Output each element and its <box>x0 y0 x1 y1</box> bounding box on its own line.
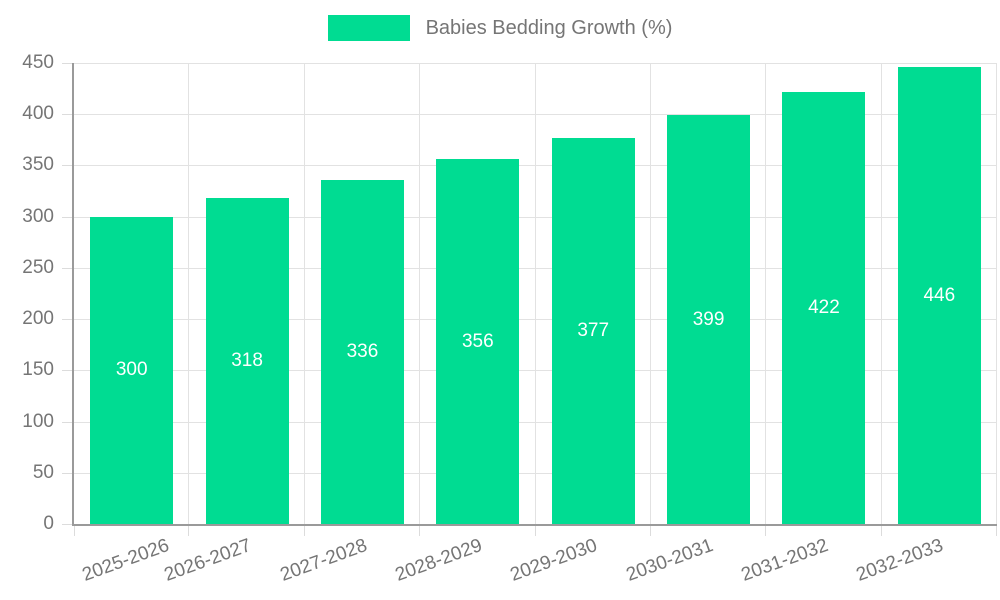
x-axis-tick <box>765 526 766 536</box>
bar-2028-2029[interactable]: 356 <box>436 159 520 524</box>
y-axis-tick <box>62 524 72 525</box>
x-axis-tick <box>74 526 75 536</box>
y-tick-label: 350 <box>22 154 54 175</box>
bar-2025-2026[interactable]: 300 <box>90 216 174 524</box>
plot-area: 300 318 336 356 377 399 422 446 <box>62 63 997 536</box>
y-tick-label: 50 <box>32 462 54 483</box>
y-axis-tick <box>62 217 72 218</box>
y-tick-label: 0 <box>43 513 54 534</box>
gridline-vertical <box>650 63 651 524</box>
y-tick-label: 300 <box>22 206 54 227</box>
gridline-vertical <box>188 63 189 524</box>
bar-2032-2033[interactable]: 446 <box>897 67 981 524</box>
y-axis-tick <box>62 319 72 320</box>
bar-value-label: 377 <box>577 319 610 341</box>
x-axis-tick <box>881 526 882 536</box>
y-axis-tick <box>62 268 72 269</box>
x-axis-tick <box>650 526 651 536</box>
gridline-vertical <box>304 63 305 524</box>
y-axis-tick <box>62 165 72 166</box>
y-axis-tick <box>62 114 72 115</box>
x-label-anchor: 2032-2033 <box>74 535 947 586</box>
y-tick-label: 400 <box>22 103 54 124</box>
y-axis-tick <box>62 422 72 423</box>
gridline-vertical <box>535 63 536 524</box>
y-tick-label: 100 <box>22 411 54 432</box>
x-axis-tick <box>419 526 420 536</box>
bar-value-label: 446 <box>923 284 956 306</box>
legend-item[interactable]: Babies Bedding Growth (%) <box>0 15 1000 41</box>
gridline-vertical <box>881 63 882 524</box>
x-axis-tick <box>996 526 997 536</box>
bar-2031-2032[interactable]: 422 <box>782 91 866 524</box>
y-tick-label: 450 <box>22 52 54 73</box>
x-axis-tick <box>188 526 189 536</box>
gridline-vertical <box>996 63 997 524</box>
bar-2030-2031[interactable]: 399 <box>667 115 751 524</box>
bar-value-label: 399 <box>692 308 725 330</box>
y-axis-tick <box>62 473 72 474</box>
gridline-vertical <box>419 63 420 524</box>
y-tick-label: 200 <box>22 308 54 329</box>
y-axis-tick <box>62 63 72 64</box>
bar-2026-2027[interactable]: 318 <box>205 198 289 524</box>
legend-label: Babies Bedding Growth (%) <box>425 17 673 39</box>
legend-swatch <box>327 15 410 41</box>
y-tick-label: 250 <box>22 257 54 278</box>
y-axis-tick <box>62 370 72 371</box>
gridline-vertical <box>765 63 766 524</box>
bar-value-label: 356 <box>461 330 494 352</box>
x-axis-labels: 2025-2026 2026-2027 2027-2028 2028-2029 2029… <box>74 527 997 600</box>
bar-value-label: 422 <box>808 296 840 318</box>
bar-2027-2028[interactable]: 336 <box>320 179 404 524</box>
bar-value-label: 300 <box>115 359 148 381</box>
y-axis-labels: 0 50 100 150 200 250 300 350 400 450 <box>0 52 64 534</box>
bar-value-label: 318 <box>231 350 263 372</box>
bar-2029-2030[interactable]: 377 <box>551 137 635 524</box>
x-axis-tick <box>535 526 536 536</box>
x-axis-tick <box>304 526 305 536</box>
x-tick-label: 2032-2033 <box>853 535 947 586</box>
bar-value-label: 336 <box>346 340 379 362</box>
y-tick-label: 150 <box>22 359 54 380</box>
